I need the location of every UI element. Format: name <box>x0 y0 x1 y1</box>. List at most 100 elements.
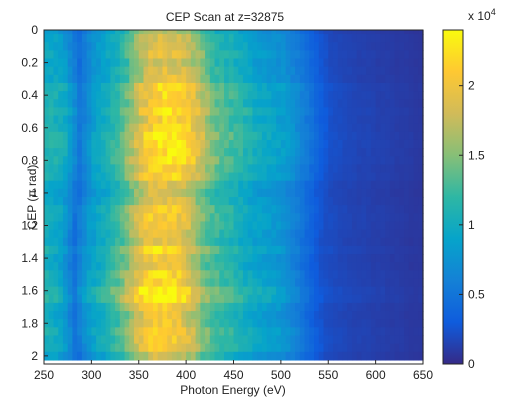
heatmap-cell <box>413 311 419 320</box>
heatmap-cell <box>375 139 381 149</box>
heatmap-cell <box>148 197 154 206</box>
heatmap-cell <box>44 302 50 312</box>
heatmap-cell <box>200 139 206 149</box>
heatmap-cell <box>91 180 97 190</box>
heatmap-cell <box>304 91 310 100</box>
heatmap-cell <box>314 156 320 166</box>
heatmap-cell <box>332 156 339 166</box>
heatmap-cell <box>271 131 277 141</box>
heatmap-cell <box>105 351 111 361</box>
heatmap-cell <box>100 351 107 361</box>
heatmap-cell <box>119 254 126 263</box>
heatmap-cell <box>233 319 239 328</box>
heatmap-cell <box>44 335 50 345</box>
heatmap-cell <box>72 91 78 100</box>
heatmap-cell <box>323 221 329 231</box>
heatmap-cell <box>366 115 372 125</box>
heatmap-cell <box>219 205 225 214</box>
heatmap-cell <box>186 294 192 304</box>
heatmap-cell <box>413 148 419 157</box>
heatmap-cell <box>152 286 159 296</box>
heatmap-cell <box>152 335 159 345</box>
heatmap-cell <box>67 237 74 247</box>
heatmap-cell <box>418 66 424 76</box>
heatmap-cell <box>44 66 50 76</box>
heatmap-cell <box>86 99 92 108</box>
heatmap-cell <box>304 74 310 84</box>
heatmap-cell <box>408 156 415 166</box>
heatmap-cell <box>176 254 182 263</box>
heatmap-cell <box>404 197 410 206</box>
heatmap-cell <box>58 139 64 149</box>
heatmap-cell <box>105 66 111 76</box>
heatmap-cell <box>276 91 282 100</box>
heatmap-cell <box>318 91 325 100</box>
heatmap-cell <box>195 237 201 247</box>
heatmap-cell <box>266 221 272 231</box>
heatmap-cell <box>100 30 107 35</box>
heatmap-cell <box>44 270 50 280</box>
heatmap-cell <box>323 123 329 133</box>
heatmap-cell <box>115 164 121 174</box>
heatmap-cell <box>328 188 334 198</box>
heatmap-cell <box>205 148 211 157</box>
heatmap-cell <box>351 213 358 223</box>
heatmap-cell <box>72 319 78 328</box>
heatmap-cell <box>318 115 325 125</box>
heatmap-cell <box>238 351 244 361</box>
heatmap-cell <box>124 254 130 263</box>
heatmap-cell <box>171 270 178 280</box>
heatmap-cell <box>209 213 216 223</box>
heatmap-cell <box>290 172 296 182</box>
heatmap-cell <box>214 188 220 198</box>
heatmap-cell <box>276 335 282 345</box>
heatmap-cell <box>228 34 235 43</box>
heatmap-cell <box>238 58 244 68</box>
heatmap-cell <box>304 229 310 239</box>
heatmap-cell <box>394 197 400 206</box>
heatmap-cell <box>375 99 381 108</box>
heatmap-cell <box>171 107 178 117</box>
heatmap-cell <box>318 327 325 337</box>
heatmap-cell <box>332 213 339 223</box>
heatmap-cell <box>328 351 334 361</box>
heatmap-cell <box>115 188 121 198</box>
heatmap-cell <box>86 91 92 100</box>
heatmap-cell <box>53 115 59 125</box>
heatmap-cell <box>62 237 69 247</box>
heatmap-cell <box>418 131 424 141</box>
heatmap-cell <box>44 213 50 223</box>
heatmap-cell <box>81 237 88 247</box>
heatmap-cell <box>119 131 126 141</box>
heatmap-cell <box>276 229 282 239</box>
heatmap-cell <box>58 42 64 51</box>
heatmap-cell <box>233 286 239 296</box>
heatmap-cell <box>176 180 182 190</box>
heatmap-cell <box>148 343 154 353</box>
heatmap-cell <box>219 335 225 345</box>
heatmap-cell <box>77 327 83 337</box>
heatmap-cell <box>337 343 344 353</box>
heatmap-cell <box>96 343 102 353</box>
heatmap-cell <box>247 343 254 353</box>
heatmap-cell <box>280 254 287 263</box>
heatmap-cell <box>370 131 377 141</box>
heatmap-cell <box>370 30 377 35</box>
heatmap-cell <box>252 164 258 174</box>
heatmap-cell <box>200 91 206 100</box>
heatmap-cell <box>105 115 111 125</box>
heatmap-cell <box>162 351 168 361</box>
heatmap-cell <box>342 74 348 84</box>
heatmap-cell <box>152 302 159 312</box>
heatmap-cell <box>385 50 391 60</box>
heatmap-cell <box>195 213 201 223</box>
heatmap-cell <box>143 148 149 157</box>
heatmap-cell <box>323 351 329 361</box>
heatmap-cell <box>143 327 149 337</box>
heatmap-cell <box>257 335 263 345</box>
heatmap-cell <box>261 91 268 100</box>
heatmap-cell <box>96 30 102 35</box>
heatmap-cell <box>271 188 277 198</box>
heatmap-cell <box>399 66 405 76</box>
heatmap-cell <box>86 270 92 280</box>
